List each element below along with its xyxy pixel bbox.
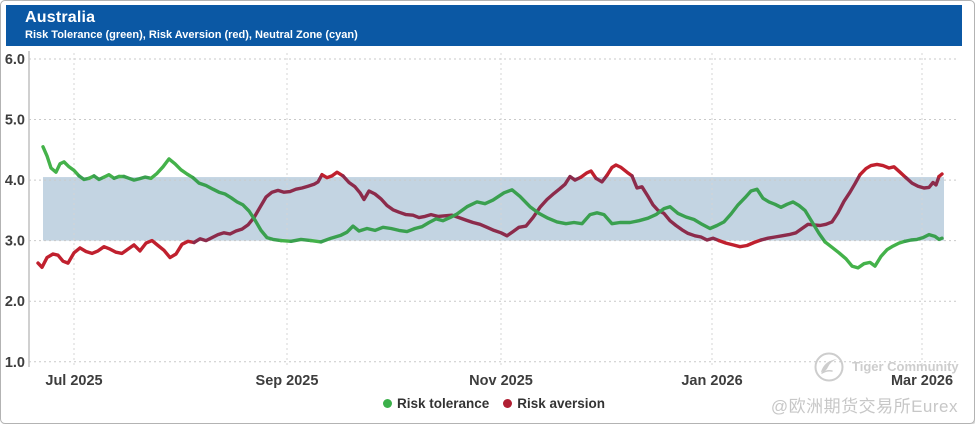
- x-tick-label: Nov 2025: [469, 373, 533, 389]
- risk-aversion-line: [320, 170, 345, 180]
- risk-aversion-line: [594, 173, 609, 184]
- tiger-logo-icon: [814, 352, 844, 382]
- y-tick-label: 1.0: [5, 355, 25, 371]
- x-tick-label: Jul 2025: [45, 373, 102, 389]
- risk-tolerance-dot-icon: [382, 399, 392, 408]
- tiger-watermark-label: Tiger Community: [852, 359, 959, 374]
- x-tick-label: Mar 2026: [891, 373, 953, 389]
- risk-tolerance-line: [823, 239, 907, 270]
- legend-item-risk-aversion: Risk aversion: [503, 396, 605, 411]
- chart-legend: Risk tolerance Risk aversion: [29, 396, 959, 411]
- risk-aversion-dot-icon: [503, 399, 513, 408]
- risk-aversion-line: [717, 238, 763, 249]
- tiger-watermark: Tiger Community: [811, 349, 959, 385]
- risk-aversion-line: [937, 172, 944, 179]
- risk-tolerance-line: [149, 157, 195, 180]
- risk-tolerance-line: [319, 187, 827, 244]
- y-tick-label: 6.0: [5, 52, 25, 68]
- eurex-watermark: @欧洲期货交易所Eurex: [770, 397, 958, 416]
- risk-tolerance-line: [122, 174, 153, 182]
- legend-item-risk-tolerance: Risk tolerance: [382, 396, 490, 411]
- risk-aversion-line: [36, 238, 196, 269]
- risk-tolerance-line: [92, 174, 106, 182]
- risk-tolerance-line: [102, 173, 116, 180]
- risk-aversion-line: [579, 169, 598, 180]
- risk-aversion-line: [904, 174, 941, 190]
- y-tick-label: 5.0: [5, 113, 25, 129]
- risk-tolerance-line: [41, 145, 81, 178]
- risk-aversion-line: [192, 173, 324, 245]
- x-tick-label: Jan 2026: [681, 373, 742, 389]
- risk-tolerance-line: [903, 232, 944, 243]
- risk-aversion-line: [858, 162, 908, 180]
- risk-aversion-line: [341, 174, 583, 238]
- risk-aversion-line: [605, 163, 634, 178]
- y-tick-label: 2.0: [5, 294, 25, 310]
- y-tick-label: 4.0: [5, 173, 25, 189]
- risk-aversion-line: [630, 174, 721, 243]
- risk-tolerance-line: [191, 176, 283, 243]
- risk-tolerance-line: [77, 174, 91, 182]
- legend-label-risk-aversion: Risk aversion: [517, 396, 606, 411]
- chart-title: Australia: [25, 9, 96, 26]
- risk-tolerance-line: [289, 237, 313, 243]
- legend-label-risk-tolerance: Risk tolerance: [396, 396, 490, 411]
- chart-header: Australia Risk Tolerance (green), Risk A…: [6, 5, 962, 46]
- x-tick-label: Sep 2025: [256, 373, 319, 389]
- chart-subtitle: Risk Tolerance (green), Risk Aversion (r…: [25, 29, 358, 41]
- y-tick-label: 3.0: [5, 234, 25, 250]
